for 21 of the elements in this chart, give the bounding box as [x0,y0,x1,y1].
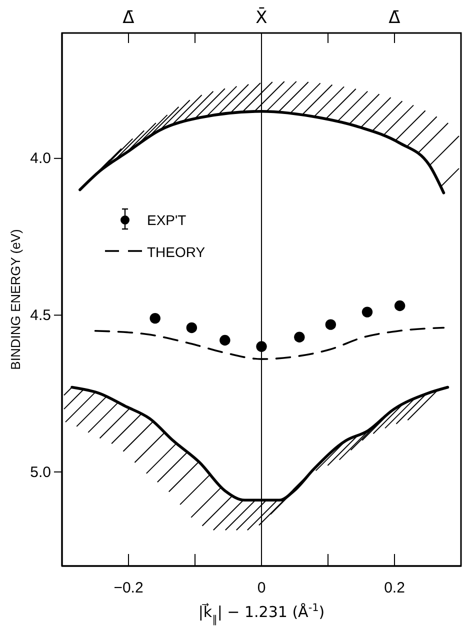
y-tick-label: 4.0 [30,150,51,168]
point [394,300,406,312]
legend-label: THEORY [147,244,206,260]
legend-label: EXP'T [147,212,187,228]
x-tick-label: −0.2 [114,580,144,597]
y-axis-title: BINDING ENERGY (eV) [8,229,23,370]
y-tick-label: 4.5 [30,306,51,324]
point [186,322,198,334]
point [294,332,305,342]
point [150,312,160,324]
point [256,341,267,352]
point [362,306,373,318]
x-tick-label: 0 [257,580,266,597]
point [325,319,336,330]
point [220,334,230,346]
text: Δ̄ [388,8,401,28]
x-tick-label: 0.2 [384,580,405,597]
text: Δ̄ [122,8,135,28]
y-tick-label: 5.0 [30,464,51,481]
x-axis-title: |k⃗$_{∥}$| − 1.231 (Å$^{-1}$) [198,602,325,626]
text: X̄ [256,6,268,28]
